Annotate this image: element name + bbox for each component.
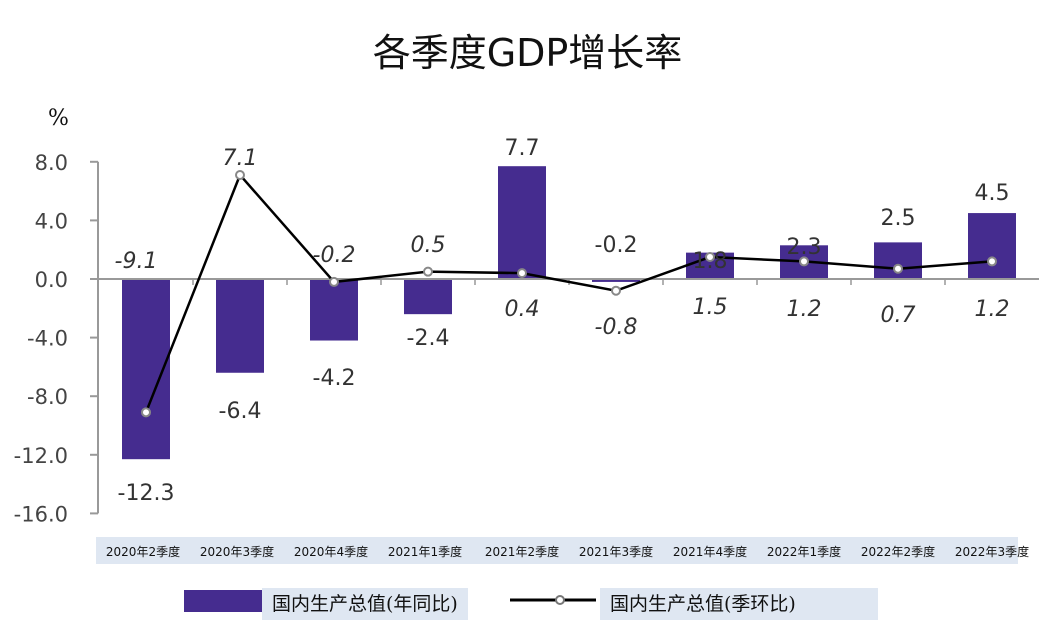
line-point xyxy=(517,268,527,279)
y-tick-label: -12.0 xyxy=(14,444,68,468)
line-point xyxy=(329,276,339,287)
bar xyxy=(968,213,1016,279)
line-data-label: 0.7 xyxy=(881,303,916,328)
bar-data-label: 7.7 xyxy=(505,136,540,161)
line-data-label: 0.4 xyxy=(505,297,540,322)
category-label: 2020年3季度 xyxy=(200,544,274,559)
bar-data-label: 2.5 xyxy=(881,206,916,231)
category-label: 2020年2季度 xyxy=(106,544,180,559)
bar-data-label: -12.3 xyxy=(118,481,175,506)
line-data-label: 0.5 xyxy=(411,233,446,258)
category-label: 2021年3季度 xyxy=(579,544,653,559)
category-label: 2022年2季度 xyxy=(861,544,935,559)
line-point xyxy=(235,169,245,180)
legend-line-label: 国内生产总值(季环比) xyxy=(600,588,878,620)
line-data-label: 1.5 xyxy=(693,295,728,320)
line-series xyxy=(144,172,993,413)
bar-data-label: -2.4 xyxy=(407,326,450,351)
line-point xyxy=(705,252,715,263)
line-point xyxy=(423,266,433,277)
legend-line-marker xyxy=(510,595,596,605)
chart-title: 各季度GDP增长率 xyxy=(372,31,683,75)
category-label: 2022年1季度 xyxy=(767,544,841,559)
line-data-label: -9.1 xyxy=(115,249,158,274)
y-tick-label: 4.0 xyxy=(35,209,68,233)
bar xyxy=(404,279,452,315)
y-tick-label: 8.0 xyxy=(35,151,68,175)
bar-data-label: 4.5 xyxy=(975,181,1010,206)
line-point xyxy=(987,256,997,267)
bar xyxy=(498,166,546,279)
bar-data-label: -0.2 xyxy=(595,233,638,258)
line-point xyxy=(611,285,621,296)
line-data-label: 1.2 xyxy=(975,297,1010,322)
y-tick-label: -8.0 xyxy=(27,385,68,409)
category-label: 2020年4季度 xyxy=(294,544,368,559)
bar-data-label: -4.2 xyxy=(313,366,356,391)
legend-bar-swatch xyxy=(184,590,262,612)
category-label: 2021年4季度 xyxy=(673,544,747,559)
bar-data-label: 1.8 xyxy=(693,249,728,274)
line-data-label: 7.1 xyxy=(223,146,258,171)
y-axis-unit: % xyxy=(48,106,69,131)
bar-data-label: 2.3 xyxy=(787,235,822,260)
category-label: 2022年3季度 xyxy=(955,544,1029,559)
bar xyxy=(592,279,640,282)
category-label: 2021年2季度 xyxy=(485,544,559,559)
y-tick-label: -16.0 xyxy=(14,502,68,526)
line-data-label: -0.2 xyxy=(313,243,356,268)
category-band xyxy=(96,537,1018,564)
category-label: 2021年1季度 xyxy=(388,544,462,559)
bar xyxy=(310,279,358,341)
bar xyxy=(216,279,264,373)
line-data-label: -0.8 xyxy=(595,315,638,340)
line-point xyxy=(141,407,151,418)
line-data-label: 1.2 xyxy=(787,297,822,322)
line-point xyxy=(799,256,809,267)
legend-bar-label: 国内生产总值(年同比) xyxy=(262,588,468,620)
line-point xyxy=(893,263,903,274)
bar-data-label: -6.4 xyxy=(219,399,262,424)
y-tick-label: 0.0 xyxy=(35,268,68,292)
y-tick-label: -4.0 xyxy=(27,327,68,351)
